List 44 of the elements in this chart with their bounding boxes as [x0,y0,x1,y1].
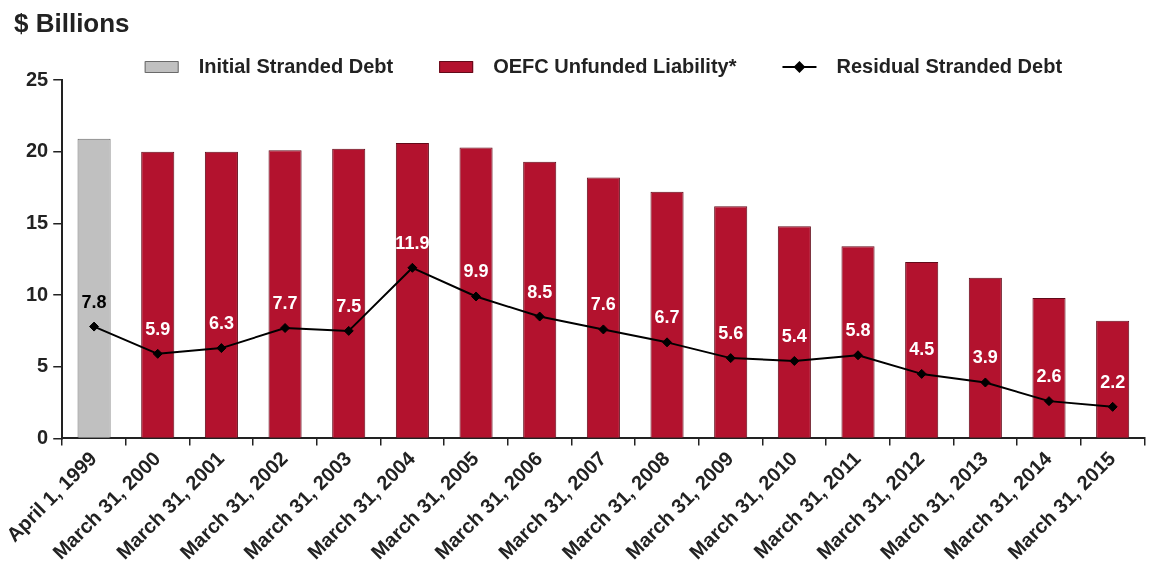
legend-label: Residual Stranded Debt [836,54,1063,77]
point [407,262,418,273]
data-label: 8.5 [527,281,553,302]
data-label: 5.9 [145,318,171,339]
y-tick-label: 25 [26,67,49,90]
point [216,343,227,354]
legend-label: Initial Stranded Debt [198,54,394,77]
point [471,291,482,302]
data-label: 7.6 [590,294,616,315]
point [853,350,864,361]
data-label: 11.9 [395,232,430,253]
y-tick-label: 0 [37,425,49,448]
point [280,323,291,334]
point [598,324,609,335]
point [89,321,100,332]
data-label: 5.4 [781,325,807,346]
y-tick-label: 20 [26,139,49,162]
data-label: 7.8 [81,291,107,312]
point [343,325,354,336]
point [725,353,736,364]
point [1044,396,1055,407]
data-label: 2.6 [1036,366,1062,387]
data-label: 5.6 [718,323,744,344]
y-tick-label: 15 [26,210,49,233]
data-label: 9.9 [463,261,489,282]
point [534,311,545,322]
data-label: 3.9 [972,347,998,368]
point [980,377,991,388]
data-label: 2.2 [1100,371,1126,392]
data-label: 7.5 [336,295,362,316]
data-label: 5.8 [845,320,871,341]
point [789,355,800,366]
data-label: 7.7 [272,292,298,313]
y-tick-label: 10 [26,282,49,305]
legend-label: OEFC Unfunded Liability* [493,54,737,77]
data-label: 4.5 [909,338,935,359]
data-label: 6.7 [654,307,680,328]
point [916,368,927,379]
point [152,348,163,359]
data-label: 6.3 [208,313,234,334]
y-axis-title: $ Billions [14,8,130,39]
y-tick-label: 5 [37,354,49,377]
point [662,337,673,348]
point [1107,401,1118,412]
